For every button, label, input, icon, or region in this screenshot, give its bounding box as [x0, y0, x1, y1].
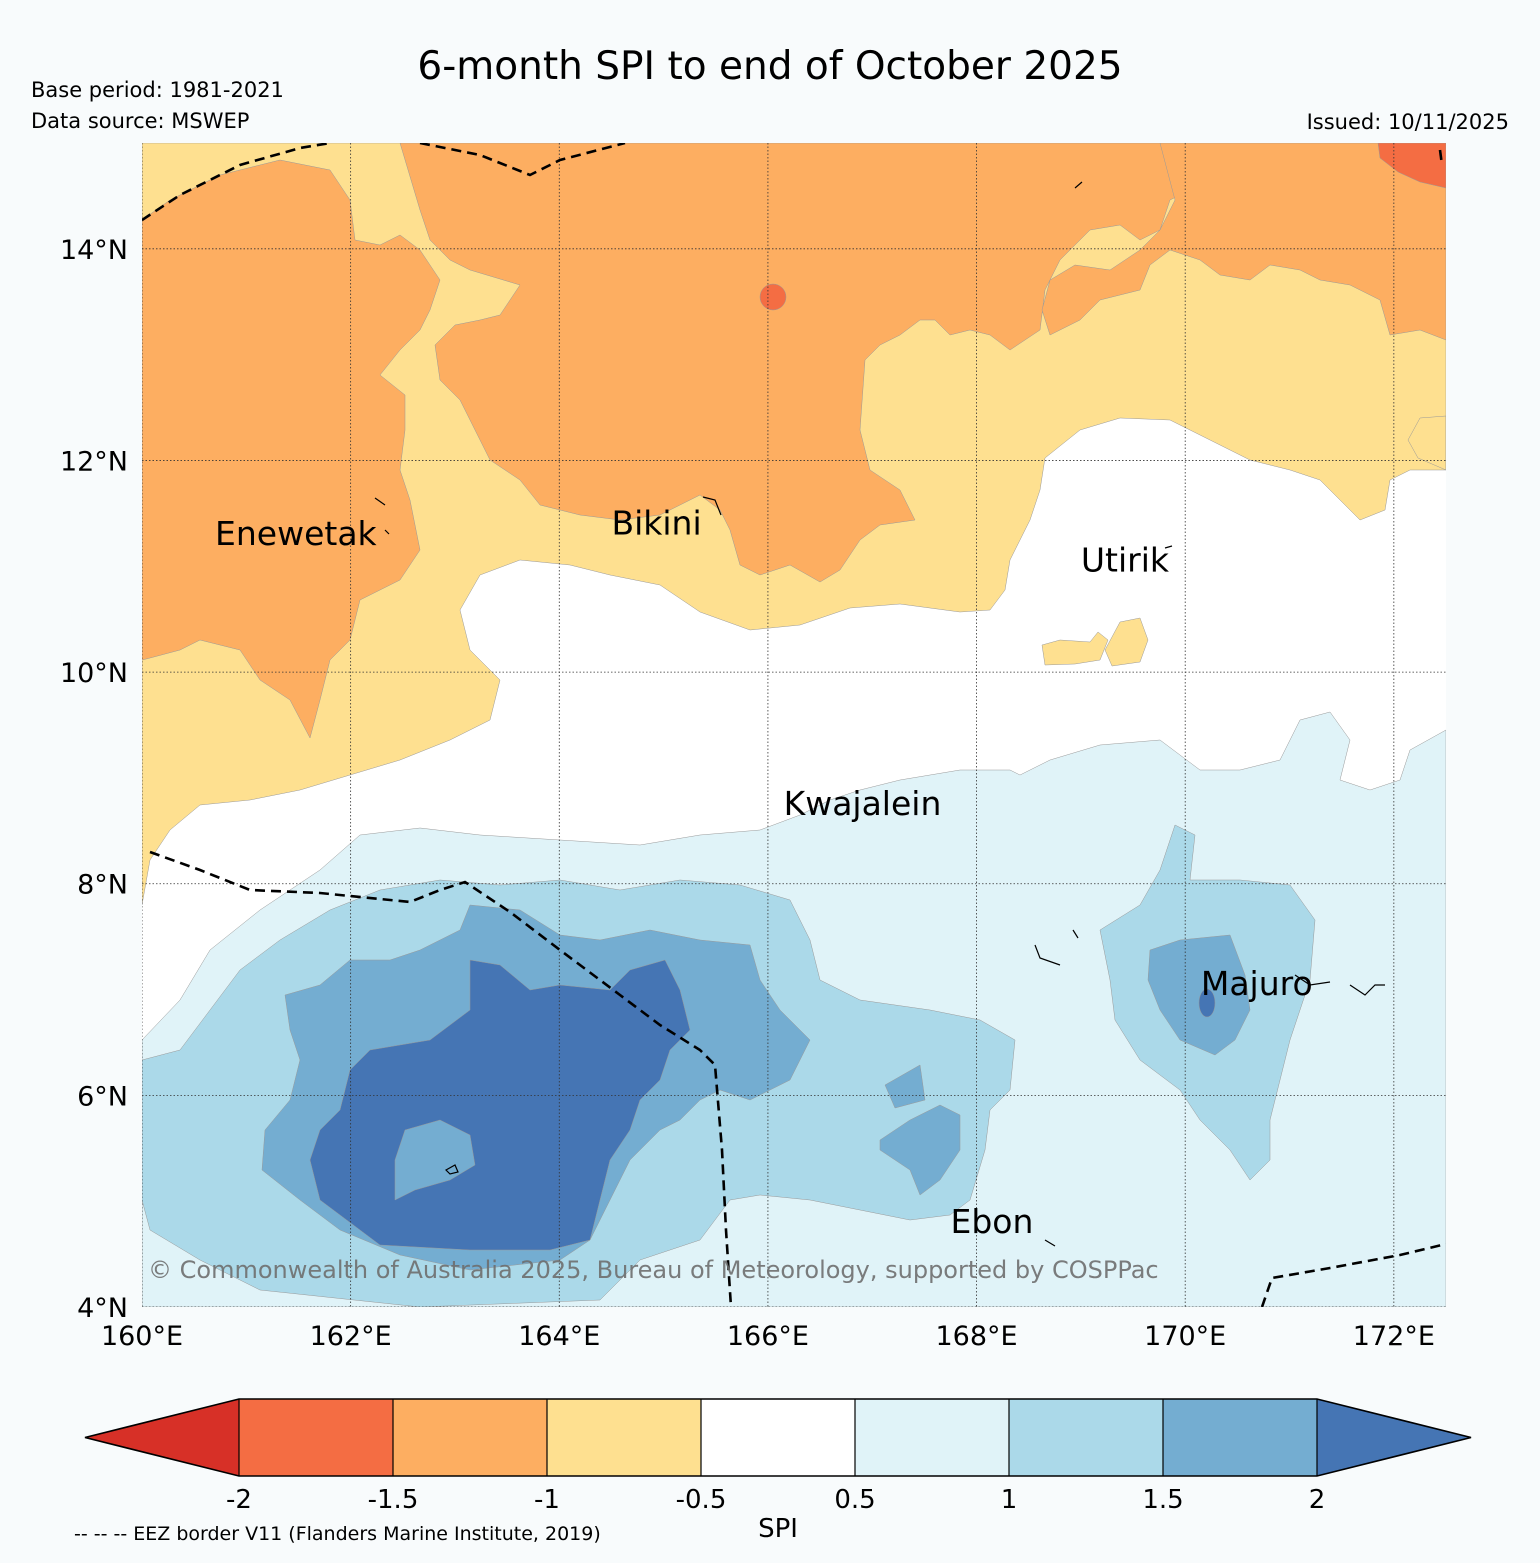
lon-tick-label: 168°E — [936, 1321, 1018, 1352]
spi-patch-dry-utirik — [1041, 617, 1149, 667]
place-label-majuro: Majuro — [1201, 964, 1313, 1003]
lon-tick-label: 172°E — [1353, 1321, 1435, 1352]
place-label-utirik: Utirik — [1081, 541, 1170, 580]
colorbar-swatch — [547, 1399, 701, 1476]
colorbar-tick-label: -2 — [226, 1485, 252, 1515]
map-area: Enewetak BikiniUtirikKwajaleinMajuroEbon … — [142, 143, 1446, 1307]
colorbar-label: SPI — [758, 1514, 798, 1544]
colorbar-swatch — [1163, 1399, 1317, 1476]
eez-borders — [142, 143, 1446, 1307]
atoll-bikini-outline — [702, 496, 722, 516]
issued-date-label: Issued: 10/11/2025 — [1307, 110, 1509, 134]
colorbar-tick-label: -1 — [534, 1485, 560, 1515]
colorbar-tick-label: 1.5 — [1142, 1485, 1183, 1515]
spi-colorbar: -2 -1.5 -1 -0.5 0.5 1 1.5 2 — [84, 1398, 1472, 1515]
data-source-label: Data source: MSWEP — [31, 109, 249, 133]
base-period-label: Base period: 1981-2021 — [31, 78, 284, 102]
lat-tick-label: 4°N — [77, 1293, 128, 1324]
atoll-kwajalein-outline — [1034, 929, 1079, 966]
lon-tick-label: 160°E — [101, 1321, 183, 1352]
colorbar-swatch — [701, 1399, 855, 1476]
spi-region-dry-severe-east — [1041, 143, 1446, 341]
copyright-notice: © Commonwealth of Australia 2025, Bureau… — [148, 1256, 1159, 1284]
colorbar-tick-label: 2 — [1309, 1485, 1326, 1515]
spi-region-dry-severe-central — [399, 143, 1211, 583]
colorbar-extend-high — [1317, 1399, 1471, 1476]
colorbar-tick-label: -0.5 — [676, 1485, 727, 1515]
lat-tick-label: 6°N — [77, 1081, 128, 1112]
place-label-bikini: Bikini — [611, 504, 701, 543]
eez-legend-note: -- -- -- EEZ border V11 (Flanders Marine… — [74, 1523, 601, 1545]
lat-tick-label: 12°N — [60, 446, 128, 477]
colorbar-tick-label: 1 — [1001, 1485, 1018, 1515]
spi-region-dry-severe-west — [142, 159, 441, 739]
lat-tick-label: 8°N — [77, 870, 128, 901]
colorbar-outline — [84, 1398, 1472, 1477]
colorbar-swatch — [393, 1399, 547, 1476]
atoll-outlines — [374, 181, 1385, 1247]
colorbar-swatch — [1009, 1399, 1163, 1476]
colorbar-swatch — [855, 1399, 1009, 1476]
axis-labels: 160°E 162°E 164°E 166°E 168°E 170°E 172°E 4°N 6°… — [60, 235, 1435, 1352]
place-label-ebon: Ebon — [950, 1202, 1033, 1241]
lon-tick-label: 166°E — [727, 1321, 809, 1352]
spi-hole-wet-moderate — [394, 1119, 476, 1201]
eez-border-north — [142, 143, 626, 222]
colorbar-tick-label: 0.5 — [834, 1485, 875, 1515]
map-title: 6-month SPI to end of October 2025 — [417, 44, 1122, 89]
atoll-ebon-outline — [1044, 1239, 1056, 1247]
eez-border-ne-tick — [1438, 149, 1444, 166]
atoll-utirik-outline — [1074, 181, 1173, 549]
lat-tick-label: 10°N — [60, 658, 128, 689]
atoll-enewetak-outline — [374, 497, 390, 535]
colorbar-extend-low — [85, 1399, 239, 1476]
lon-tick-label: 170°E — [1144, 1321, 1226, 1352]
atoll-ujae-outline — [445, 1164, 459, 1175]
lon-tick-label: 162°E — [310, 1321, 392, 1352]
colorbar-swatch — [239, 1399, 393, 1476]
spi-patch-wet-extreme-majuro — [1198, 988, 1216, 1018]
spi-patch-dry-extreme-central — [759, 283, 787, 311]
colorbar-tick-label: -1.5 — [368, 1485, 419, 1515]
place-label-enewetak: Enewetak — [215, 514, 378, 553]
map-gridlines — [142, 143, 1446, 1307]
spi-patch-wet-heavy-south — [879, 1064, 961, 1196]
spi-region-wet-heavy-east — [1147, 934, 1251, 1056]
spi-patch-dry-extreme-ne — [1377, 143, 1446, 189]
atoll-majuro-outline — [1294, 974, 1385, 996]
eez-border-south — [1260, 1242, 1446, 1307]
eez-border-west — [149, 850, 733, 1307]
place-label-kwajalein: Kwajalein — [784, 784, 942, 823]
lat-tick-label: 14°N — [60, 235, 128, 266]
lon-tick-label: 164°E — [518, 1321, 600, 1352]
place-labels: Enewetak Bikini Utirik Kwajalein Majuro Ebon — [215, 504, 1313, 1241]
